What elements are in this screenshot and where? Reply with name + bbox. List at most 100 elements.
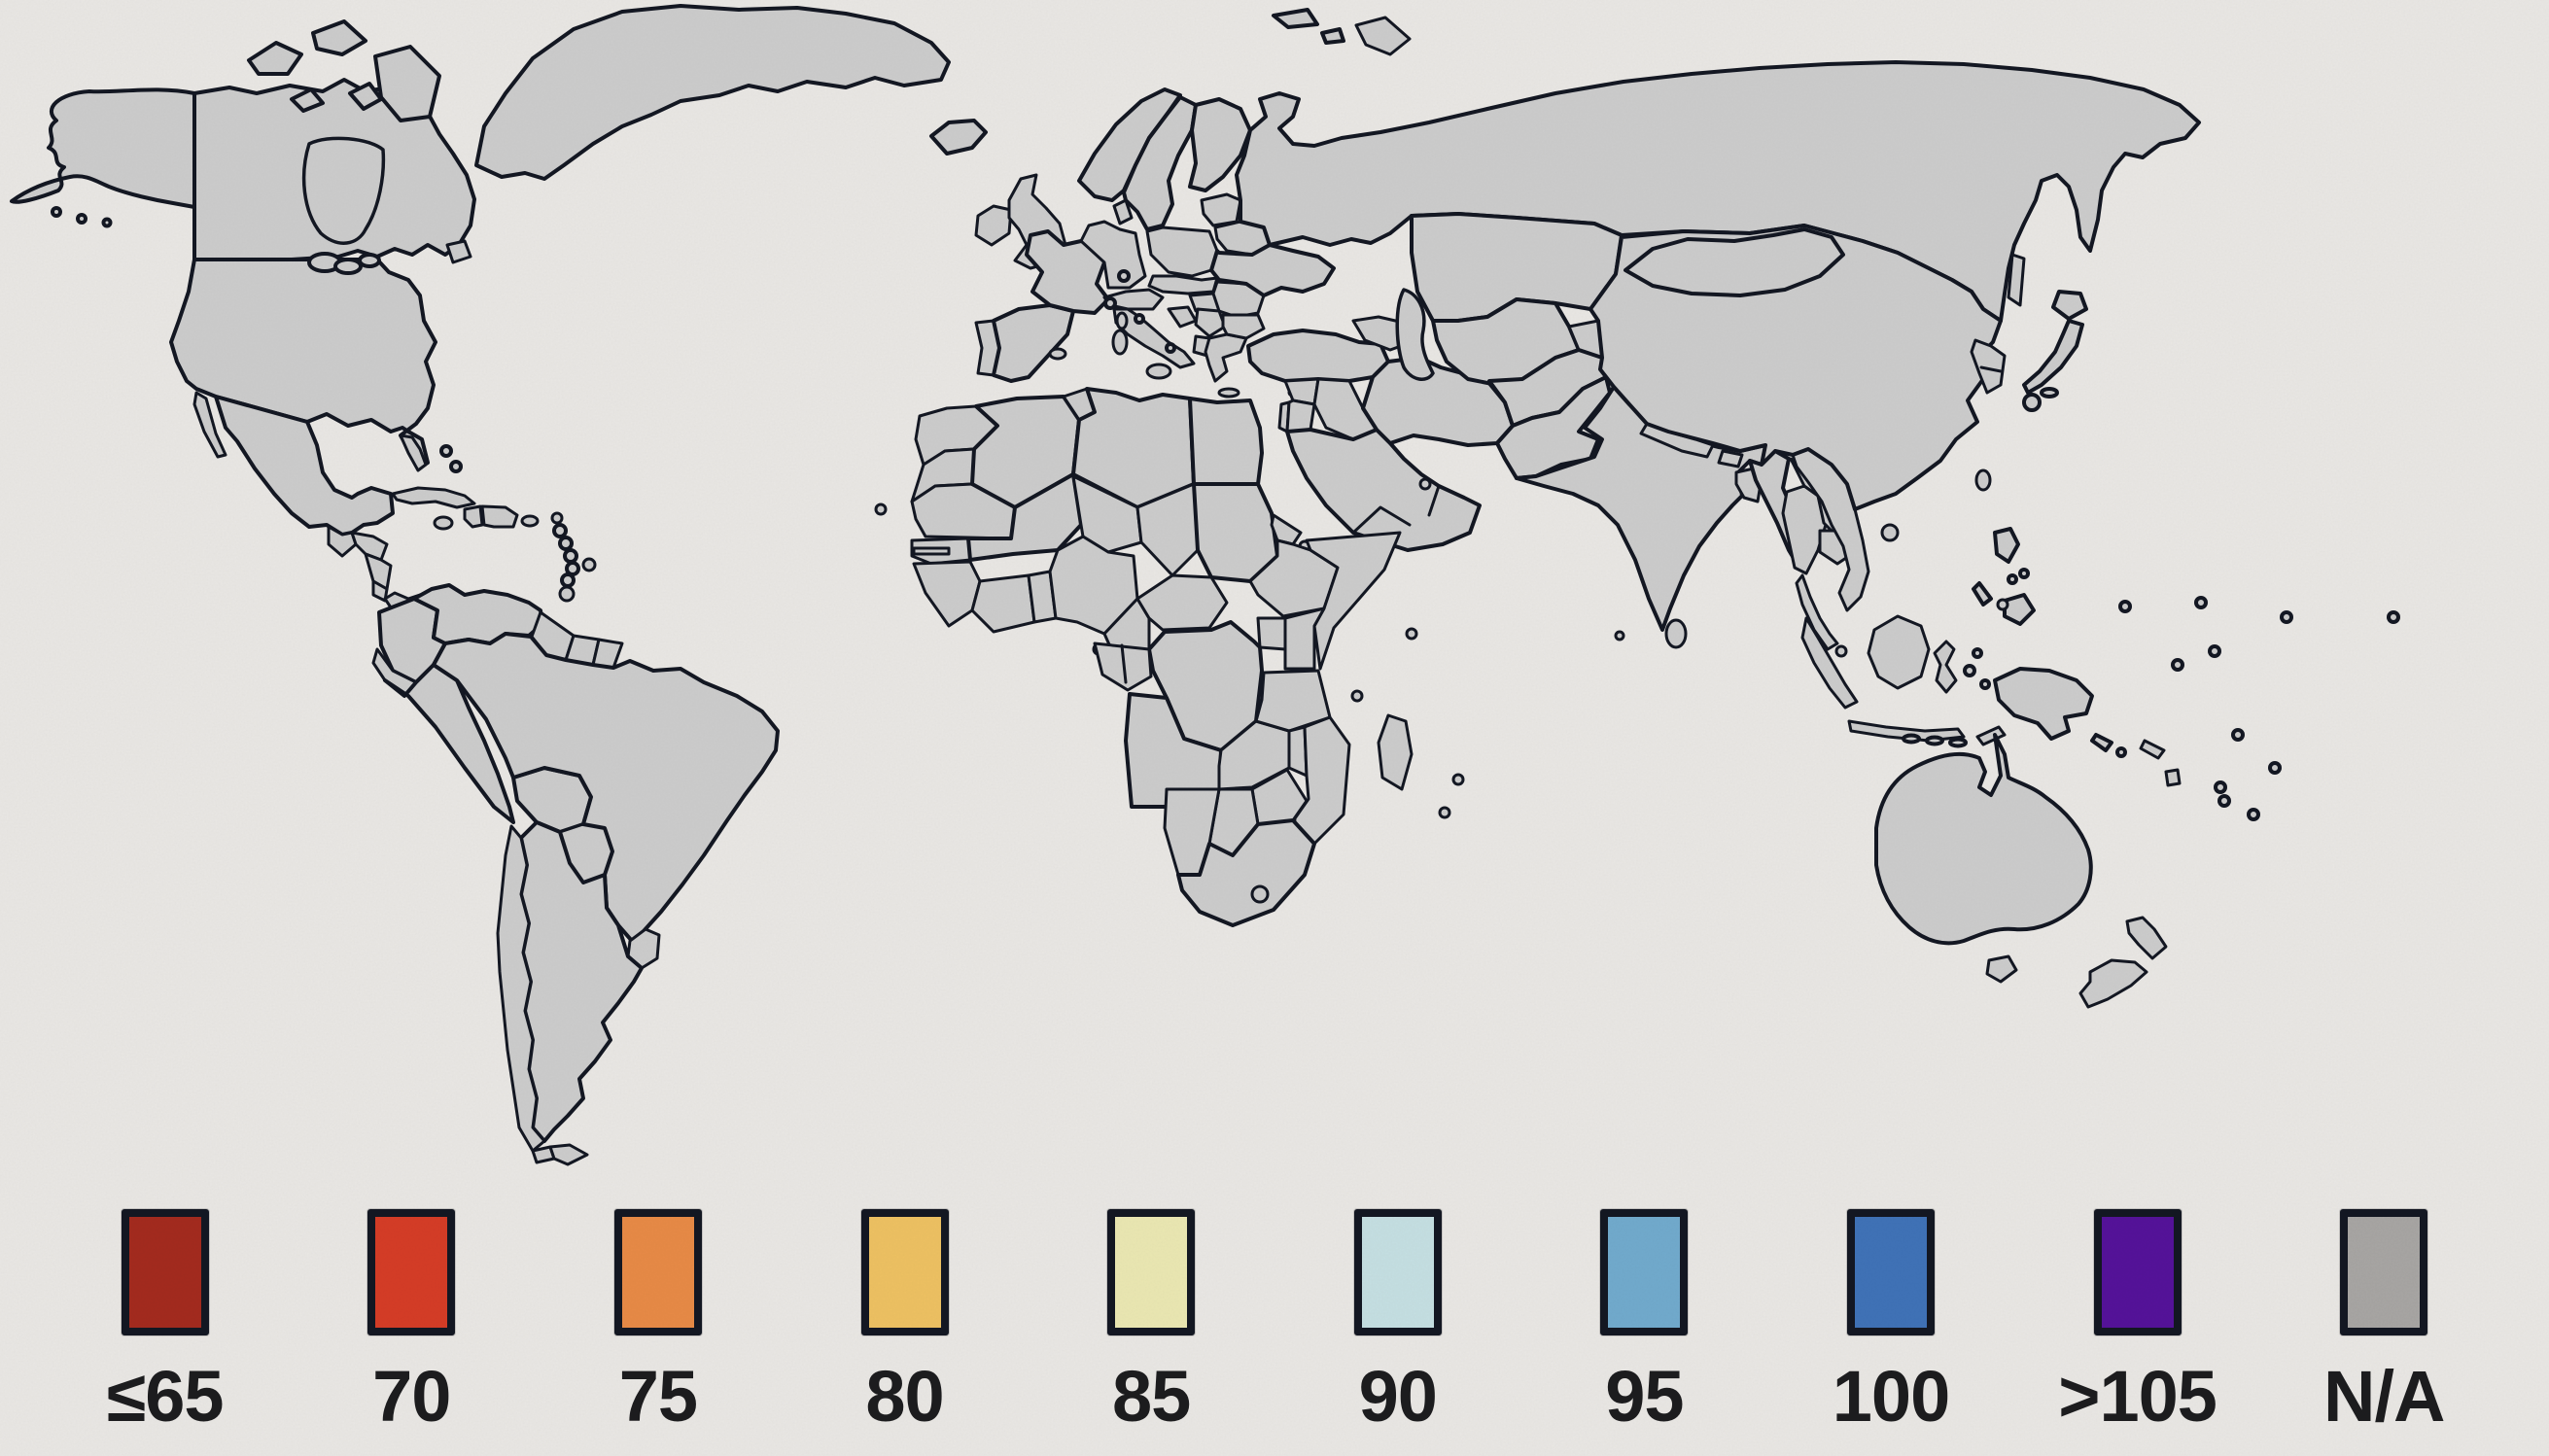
map-region-qatar	[1418, 477, 1432, 491]
map-region-barbados	[581, 557, 597, 572]
map-region-greece	[1204, 332, 1248, 383]
legend-label-85: 85	[1111, 1356, 1191, 1437]
legend-label-90: 90	[1358, 1356, 1438, 1437]
map-region-new-guinea	[1993, 667, 2094, 741]
map-region-cape-verde	[874, 503, 888, 516]
map-region-spain	[992, 303, 1075, 383]
map-region-haiti	[463, 504, 484, 529]
map-region-borneo	[1867, 614, 1931, 690]
legend-label-75: 75	[618, 1356, 698, 1437]
map-region-czech-slovakia	[1147, 274, 1219, 295]
map-region-ivory-coast-ghana	[970, 573, 1036, 634]
map-region-seychelles	[1405, 627, 1418, 641]
map-region-newfoundland	[445, 239, 472, 264]
map-region-trinidad	[558, 585, 576, 603]
map-region-uganda	[1256, 616, 1287, 651]
map-region-comoros	[1350, 689, 1364, 703]
map-region-reunion	[1438, 806, 1451, 819]
map-region-jamaica	[433, 515, 454, 531]
map-region-bosnia	[1167, 305, 1198, 329]
map-region-sardinia	[1111, 329, 1129, 356]
map-region-iceland	[929, 119, 988, 156]
legend-label-70: 70	[372, 1356, 451, 1437]
map-legend: ≤65 70 75 80 85 90 95 100 >105 N/A	[0, 1196, 2549, 1456]
map-region-taiwan	[1974, 468, 1992, 492]
map-region-cuba	[391, 486, 476, 509]
map-region-tierra-del-fuego-argentina	[548, 1143, 589, 1166]
map-region-crete	[1217, 387, 1240, 399]
legend-item-na: N/A	[2277, 1209, 2491, 1433]
map-region-new-zealand-north	[2125, 916, 2168, 960]
legend-label-95: 95	[1605, 1356, 1684, 1437]
legend-swatch-na	[2340, 1209, 2428, 1335]
map-region-bahamas	[439, 444, 463, 473]
map-region-sulawesi	[1933, 640, 1958, 694]
legend-swatch-70	[367, 1209, 456, 1335]
legend-item-80: 80	[798, 1209, 1012, 1433]
map-region-sri-lanka	[1664, 618, 1688, 649]
map-region-mauritius	[1451, 773, 1465, 786]
legend-item-95: 95	[1537, 1209, 1751, 1433]
map-region-gambia	[912, 546, 951, 556]
map-region-palau	[1996, 598, 2009, 611]
map-region-svalbard	[1272, 8, 1345, 45]
legend-item-90: 90	[1291, 1209, 1505, 1433]
map-region-hainan	[1880, 523, 1900, 542]
map-region-maldives	[1614, 630, 1625, 641]
map-region-solomon-islands	[2090, 733, 2127, 758]
map-region-moluccas	[1963, 647, 1991, 690]
map-region-leeward-island	[550, 511, 564, 525]
map-region-serbia	[1194, 307, 1227, 338]
legend-item-75: 75	[551, 1209, 765, 1433]
legend-item-70: 70	[304, 1209, 518, 1433]
map-region-eritrea	[1270, 513, 1303, 546]
map-region-new-zealand-south	[2078, 958, 2148, 1009]
map-region-sicily	[1145, 363, 1172, 380]
map-region-puerto-rico	[520, 514, 540, 528]
map-region-lesotho	[1250, 884, 1270, 904]
legend-swatch-le65	[121, 1209, 209, 1335]
map-region-egypt	[1188, 397, 1264, 486]
legend-label-le65: ≤65	[106, 1356, 225, 1437]
legend-swatch-75	[613, 1209, 702, 1335]
map-region-new-caledonia	[2139, 739, 2166, 760]
legend-swatch-85	[1107, 1209, 1196, 1335]
map-region-jordan	[1285, 399, 1316, 433]
map-region-fiji	[2164, 768, 2182, 787]
map-region-arabian-peninsula	[1285, 428, 1482, 552]
legend-item-le65: ≤65	[58, 1209, 272, 1433]
legend-swatch-gt105	[2093, 1209, 2182, 1335]
map-region-baltic-states	[1200, 192, 1242, 227]
legend-item-85: 85	[1044, 1209, 1258, 1433]
map-region-corsica	[1115, 311, 1129, 330]
legend-swatch-100	[1847, 1209, 1935, 1335]
map-region-ireland	[974, 204, 1013, 247]
legend-label-80: 80	[865, 1356, 944, 1437]
world-map-svg	[10, 4, 2400, 1166]
map-region-dominican-republic	[480, 504, 519, 529]
map-region-sakhalin	[2007, 253, 2026, 307]
map-region-pacific-islands-amber	[2118, 596, 2400, 821]
legend-swatch-90	[1353, 1209, 1442, 1335]
legend-item-gt105: >105	[2031, 1209, 2245, 1433]
legend-label-gt105: >105	[2058, 1356, 2217, 1437]
map-region-japan	[2022, 290, 2088, 412]
map-region-guinea-sierra-leone-liberia	[912, 560, 982, 628]
map-region-bulgaria	[1221, 313, 1266, 340]
map-region-central-african-republic	[1135, 573, 1229, 632]
map-region-bhutan	[1717, 449, 1744, 468]
map-region-singapore	[1834, 644, 1848, 658]
map-region-aleutian-islands	[51, 206, 113, 228]
map-region-madagascar	[1377, 713, 1414, 791]
legend-swatch-80	[860, 1209, 949, 1335]
legend-label-100: 100	[1832, 1356, 1950, 1437]
legend-label-na: N/A	[2323, 1356, 2445, 1437]
map-region-greenland	[474, 4, 951, 181]
map-region-novaya-zemlya	[1354, 16, 1412, 56]
legend-swatch-95	[1600, 1209, 1689, 1335]
map-region-lesser-antilles	[552, 523, 580, 588]
map-region-pacific-islands-gray	[2171, 658, 2282, 775]
map-region-alaska	[10, 87, 196, 209]
world-choropleth-map	[10, 4, 2400, 1166]
